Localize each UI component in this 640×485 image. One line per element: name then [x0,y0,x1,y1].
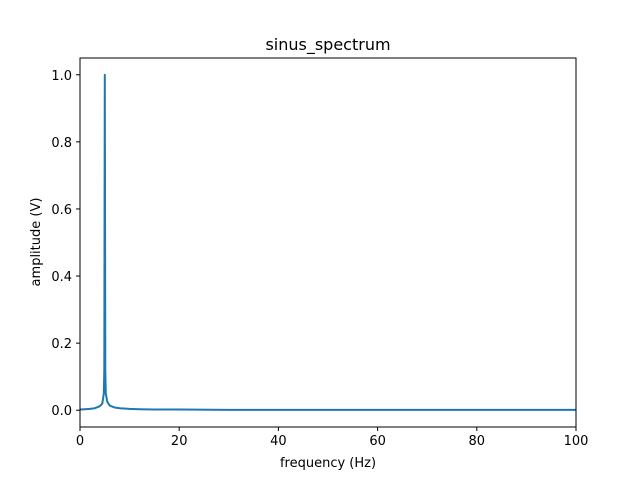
plot-area [79,57,577,428]
x-tick-label: 80 [469,434,486,449]
x-tick-label: 100 [564,434,589,449]
y-tick-label: 1.0 [51,69,72,84]
y-tick-label: 0.0 [51,404,72,419]
y-axis-ticks: 0.0 0.2 0.4 0.6 0.8 1.0 [51,69,80,419]
y-tick-label: 0.8 [51,136,72,151]
y-tick-label: 0.2 [51,337,72,352]
x-tick-label: 20 [171,434,188,449]
y-tick-label: 0.6 [51,203,72,218]
y-tick-label: 0.4 [51,270,72,285]
axes-frame [79,57,577,428]
series-line-0 [79,73,576,411]
x-tick-label: 0 [76,434,84,449]
x-tick-label: 40 [270,434,287,449]
x-axis-label: frequency (Hz) [280,456,376,471]
chart-title: sinus_spectrum [265,35,390,55]
y-axis-label: amplitude (V) [29,198,44,287]
x-tick-label: 60 [369,434,386,449]
x-axis-ticks: 0 20 40 60 80 100 [76,427,589,449]
